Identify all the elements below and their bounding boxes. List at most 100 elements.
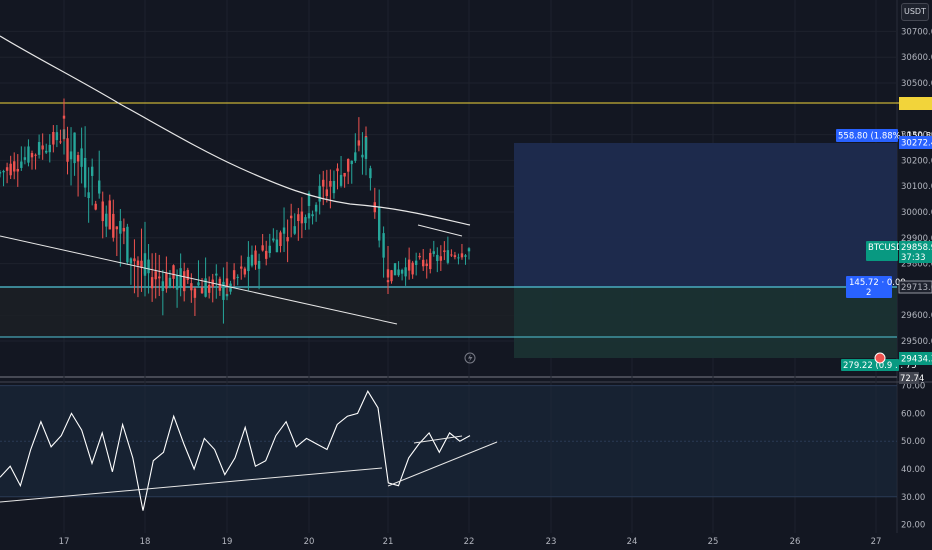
candle-body xyxy=(393,263,397,276)
candle-body xyxy=(261,245,264,251)
time-tick-label: 21 xyxy=(383,537,394,547)
candle-body xyxy=(59,141,62,143)
rsi-wedge-top[interactable] xyxy=(413,435,463,444)
price-tick-label: 30200.00 xyxy=(901,156,932,166)
candle-body xyxy=(286,237,289,242)
candle-body xyxy=(225,293,229,297)
candle-body xyxy=(357,140,361,146)
target-price-tag xyxy=(899,136,932,149)
candle-body xyxy=(179,268,182,287)
candle-body xyxy=(232,270,236,280)
rsi-trendline-right[interactable] xyxy=(387,441,498,487)
stop-price-tag xyxy=(899,352,932,365)
candle-body xyxy=(343,172,346,177)
candle-body xyxy=(429,252,432,270)
candle-body xyxy=(373,202,376,213)
rsi-tick-label: 20.00 xyxy=(901,521,925,531)
candle-body xyxy=(222,281,225,300)
price-tick-label: 29900.00 xyxy=(901,234,932,244)
candle-body xyxy=(339,174,343,186)
countdown-text: 37:33 xyxy=(901,253,926,263)
rsi-line[interactable] xyxy=(0,390,471,511)
lightning-bolt xyxy=(468,354,473,362)
candle-body xyxy=(336,168,339,172)
candle-body xyxy=(175,275,179,290)
candle-body xyxy=(411,262,414,275)
candle-body xyxy=(98,180,101,194)
time-tick-label: 17 xyxy=(59,537,70,547)
price-tick-label: 30700.00 xyxy=(901,27,932,37)
time-tick-label: 22 xyxy=(464,537,475,547)
candle-body xyxy=(133,258,136,262)
candle-body xyxy=(369,168,372,179)
rsi-layer xyxy=(0,385,897,511)
lightning-icon[interactable] xyxy=(464,352,476,364)
price-tick-label: 29800.00 xyxy=(901,260,932,270)
rsi-trendline-left[interactable] xyxy=(0,467,383,503)
entry-label-1: 145.72 · 0.09 xyxy=(849,278,906,288)
candle-body xyxy=(407,259,411,271)
candle-body xyxy=(126,226,129,263)
candle-body xyxy=(165,273,168,289)
candle-body xyxy=(332,180,336,194)
candle-body xyxy=(122,227,126,232)
candle-body xyxy=(112,213,115,238)
entry-price-tag xyxy=(898,280,932,294)
candle-body xyxy=(225,278,229,287)
candle-body xyxy=(432,251,435,254)
candle-body xyxy=(236,276,239,278)
currency-button[interactable]: USDT xyxy=(901,3,929,21)
candle-body xyxy=(136,260,140,266)
stop-zone[interactable] xyxy=(514,287,897,358)
lower-trendline[interactable] xyxy=(0,235,398,325)
candle-body xyxy=(382,233,385,258)
symbol-text: BTCUSDT xyxy=(868,243,909,253)
candle-body xyxy=(386,280,390,283)
candle-body xyxy=(400,269,404,274)
candle-body xyxy=(304,217,307,224)
candle-body xyxy=(289,215,293,219)
candle-body xyxy=(23,157,27,160)
entry-label-2: 2 xyxy=(866,288,871,298)
price-axis-area[interactable] xyxy=(897,0,932,533)
candle-body xyxy=(314,204,318,212)
target-price-text: 30272.41 xyxy=(901,139,932,149)
candle-body xyxy=(254,250,257,265)
candle-body xyxy=(378,206,381,241)
candle-body xyxy=(443,250,446,252)
candle-body xyxy=(425,263,428,266)
time-tick-label: 26 xyxy=(790,537,801,547)
candle-body xyxy=(279,232,282,247)
candle-body xyxy=(436,254,439,262)
symbol-tag xyxy=(866,241,898,261)
time-tick-label: 18 xyxy=(140,537,151,547)
alert-icon[interactable] xyxy=(874,352,886,364)
candle-body xyxy=(20,161,23,168)
candle-body xyxy=(329,180,332,187)
candle-body xyxy=(350,160,353,165)
candle-body xyxy=(34,154,37,156)
candle-body xyxy=(307,213,311,219)
moving-average-line[interactable] xyxy=(0,35,471,226)
target-zone[interactable] xyxy=(514,143,897,287)
candle-body xyxy=(446,250,450,263)
candle-body xyxy=(37,142,41,155)
candle-body xyxy=(76,155,80,162)
wedge-top-line[interactable] xyxy=(417,224,463,237)
candle-body xyxy=(105,213,108,227)
candle-body xyxy=(30,153,34,158)
candle-body xyxy=(13,161,16,172)
candle-body xyxy=(119,220,122,234)
candle-body xyxy=(453,255,457,258)
candle-body xyxy=(2,171,5,173)
candle-body xyxy=(247,256,250,272)
candle-body xyxy=(397,269,400,276)
candle-body xyxy=(94,203,97,210)
rsi-tick-label: 30.00 xyxy=(901,493,925,503)
candle-body xyxy=(361,154,364,158)
rsi-tick-label: 40.00 xyxy=(901,465,925,475)
candle-body xyxy=(190,283,193,291)
candle-body xyxy=(207,284,211,293)
price-tick-label: 30300.00 xyxy=(901,131,932,141)
